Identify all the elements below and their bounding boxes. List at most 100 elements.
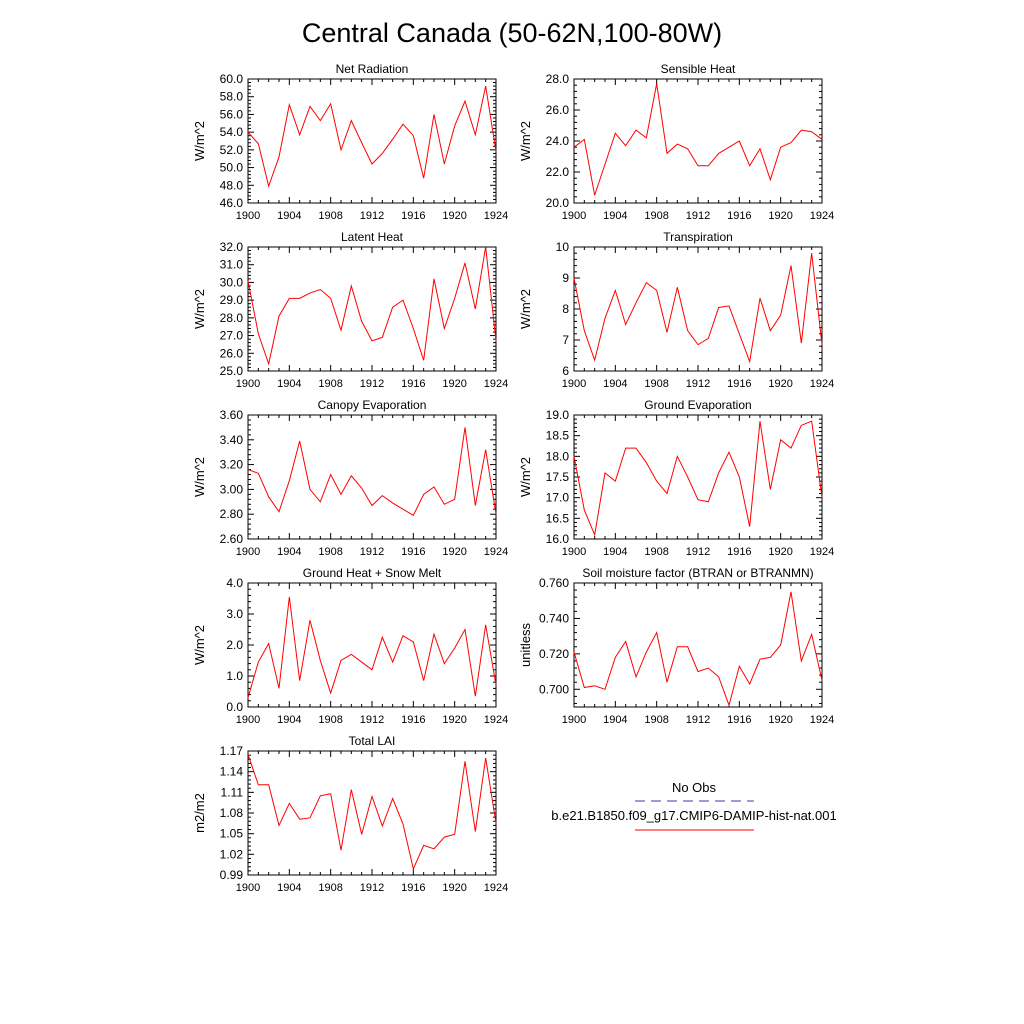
series-line bbox=[573, 253, 823, 364]
y-tick-label: 3.0 bbox=[226, 607, 243, 621]
y-tick-label: 28.0 bbox=[220, 311, 244, 325]
y-axis-label: W/m^2 bbox=[192, 121, 207, 161]
page-title: Central Canada (50-62N,100-80W) bbox=[302, 18, 722, 48]
x-tick-label: 1920 bbox=[768, 714, 792, 726]
y-tick-label: 9 bbox=[562, 271, 569, 285]
x-tick-label: 1920 bbox=[768, 546, 792, 558]
y-tick-label: 20.0 bbox=[546, 196, 570, 210]
x-tick-label: 1916 bbox=[727, 378, 751, 390]
x-tick-label: 1900 bbox=[562, 546, 586, 558]
x-tick-label: 1908 bbox=[644, 378, 668, 390]
y-tick-label: 0.99 bbox=[220, 868, 244, 882]
chart-panel: Soil moisture factor (BTRAN or BTRANMN) u… bbox=[518, 566, 834, 726]
y-tick-label: 26.0 bbox=[220, 346, 244, 360]
x-tick-label: 1900 bbox=[236, 882, 260, 894]
x-tick-label: 1924 bbox=[810, 714, 834, 726]
legend: No Obs b.e21.B1850.f09_g17.CMIP6-DAMIP-h… bbox=[551, 780, 837, 831]
x-tick-label: 1920 bbox=[768, 378, 792, 390]
series-line bbox=[247, 596, 497, 698]
series-line bbox=[247, 427, 497, 517]
y-tick-label: 17.0 bbox=[546, 491, 570, 505]
x-tick-label: 1900 bbox=[562, 378, 586, 390]
y-axis-label: W/m^2 bbox=[518, 457, 533, 497]
x-tick-label: 1908 bbox=[318, 378, 342, 390]
x-tick-label: 1916 bbox=[401, 714, 425, 726]
y-tick-label: 30.0 bbox=[220, 275, 244, 289]
x-tick-label: 1908 bbox=[644, 546, 668, 558]
chart-title: Soil moisture factor (BTRAN or BTRANMN) bbox=[582, 566, 813, 580]
y-tick-label: 19.0 bbox=[546, 408, 570, 422]
x-tick-label: 1912 bbox=[686, 210, 710, 222]
series-line bbox=[573, 420, 823, 537]
y-tick-label: 56.0 bbox=[220, 107, 244, 121]
y-axis-label: m2/m2 bbox=[192, 793, 207, 833]
y-tick-label: 18.0 bbox=[546, 449, 570, 463]
x-tick-label: 1912 bbox=[686, 378, 710, 390]
x-tick-label: 1924 bbox=[810, 378, 834, 390]
x-tick-label: 1920 bbox=[442, 546, 466, 558]
y-tick-label: 0.760 bbox=[539, 576, 569, 590]
x-tick-label: 1912 bbox=[686, 546, 710, 558]
x-tick-label: 1920 bbox=[442, 714, 466, 726]
y-tick-label: 16.0 bbox=[546, 532, 570, 546]
x-tick-label: 1916 bbox=[401, 210, 425, 222]
y-tick-label: 26.0 bbox=[546, 103, 570, 117]
x-tick-label: 1920 bbox=[442, 378, 466, 390]
x-tick-label: 1900 bbox=[562, 714, 586, 726]
x-tick-label: 1924 bbox=[484, 714, 508, 726]
y-tick-label: 7 bbox=[562, 333, 569, 347]
x-tick-label: 1916 bbox=[401, 546, 425, 558]
y-tick-label: 17.5 bbox=[546, 470, 570, 484]
y-tick-label: 1.17 bbox=[220, 744, 244, 758]
x-tick-label: 1924 bbox=[810, 210, 834, 222]
chart-panel: Ground Heat + Snow Melt W/m^2 1900 1904 1908… bbox=[192, 566, 508, 726]
x-tick-label: 1900 bbox=[236, 378, 260, 390]
chart-panel: Latent Heat W/m^2 1900 1904 1908 1912 1916 1920… bbox=[192, 230, 508, 390]
y-tick-label: 31.0 bbox=[220, 258, 244, 272]
y-tick-label: 1.11 bbox=[221, 785, 244, 799]
x-tick-label: 1920 bbox=[442, 882, 466, 894]
y-tick-label: 10 bbox=[556, 240, 570, 254]
y-tick-label: 0.740 bbox=[539, 611, 569, 625]
y-tick-label: 1.05 bbox=[220, 827, 244, 841]
y-tick-label: 4.0 bbox=[226, 576, 243, 590]
x-tick-label: 1904 bbox=[603, 714, 627, 726]
x-tick-label: 1916 bbox=[401, 378, 425, 390]
x-tick-label: 1908 bbox=[318, 210, 342, 222]
series-line bbox=[573, 591, 823, 707]
y-tick-label: 24.0 bbox=[546, 134, 570, 148]
y-tick-label: 0.0 bbox=[226, 700, 243, 714]
y-tick-label: 2.60 bbox=[220, 532, 244, 546]
y-tick-label: 1.14 bbox=[220, 765, 244, 779]
y-tick-label: 1.02 bbox=[220, 847, 244, 861]
y-tick-label: 16.5 bbox=[546, 511, 570, 525]
x-tick-label: 1900 bbox=[236, 210, 260, 222]
chart-title: Latent Heat bbox=[341, 230, 404, 244]
x-tick-label: 1924 bbox=[484, 546, 508, 558]
x-tick-label: 1916 bbox=[727, 546, 751, 558]
y-axis-label: W/m^2 bbox=[192, 289, 207, 329]
y-tick-label: 3.00 bbox=[220, 482, 244, 496]
y-tick-label: 46.0 bbox=[220, 196, 244, 210]
y-tick-label: 0.700 bbox=[539, 682, 569, 696]
y-tick-label: 8 bbox=[562, 302, 569, 316]
legend-obs-label: No Obs bbox=[672, 780, 717, 795]
x-tick-label: 1904 bbox=[277, 210, 301, 222]
y-tick-label: 52.0 bbox=[220, 143, 244, 157]
y-tick-label: 32.0 bbox=[220, 240, 244, 254]
x-tick-label: 1904 bbox=[277, 882, 301, 894]
series-line bbox=[247, 85, 497, 188]
y-tick-label: 54.0 bbox=[220, 125, 244, 139]
x-tick-label: 1924 bbox=[484, 210, 508, 222]
y-tick-label: 2.80 bbox=[220, 507, 244, 521]
x-tick-label: 1900 bbox=[236, 714, 260, 726]
x-tick-label: 1904 bbox=[277, 546, 301, 558]
y-tick-label: 60.0 bbox=[220, 72, 244, 86]
x-tick-label: 1916 bbox=[727, 714, 751, 726]
y-axis-label: unitless bbox=[518, 622, 533, 667]
x-tick-label: 1916 bbox=[727, 210, 751, 222]
y-tick-label: 22.0 bbox=[546, 165, 570, 179]
y-tick-label: 6 bbox=[562, 364, 569, 378]
x-tick-label: 1908 bbox=[318, 714, 342, 726]
